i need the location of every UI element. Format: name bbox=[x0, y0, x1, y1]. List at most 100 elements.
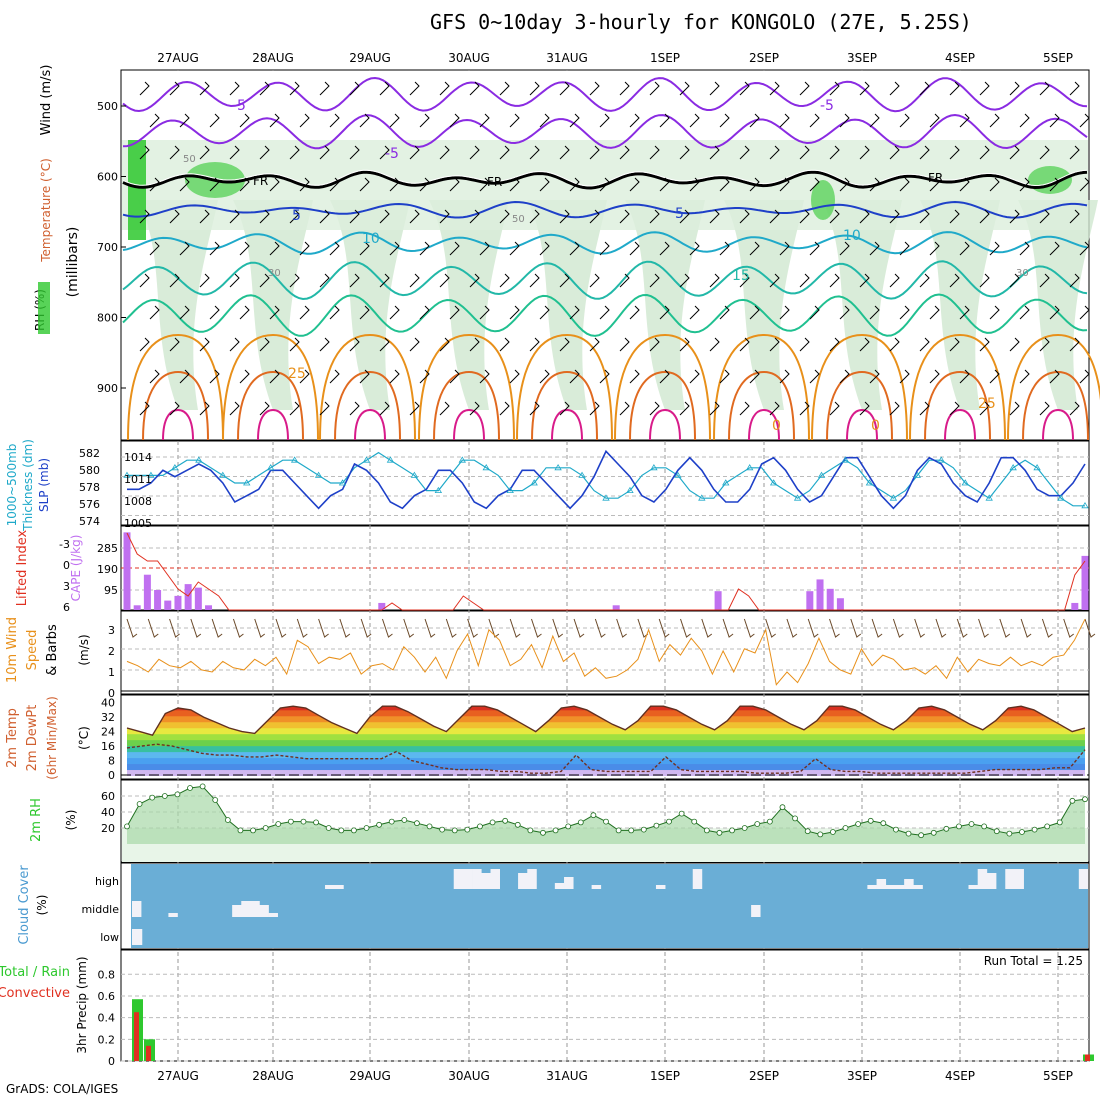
cloud-cell-middle bbox=[751, 905, 761, 917]
wind-barb bbox=[709, 273, 720, 288]
cloud-cell-middle bbox=[250, 901, 260, 917]
wind-barb bbox=[1039, 273, 1050, 288]
wind-barb-10m bbox=[850, 618, 862, 638]
thickness-point bbox=[243, 479, 251, 486]
wind-barb bbox=[269, 177, 280, 192]
wind-barb bbox=[409, 273, 420, 288]
wind-barb bbox=[409, 209, 420, 224]
thickness-point bbox=[889, 494, 898, 501]
wind-barb bbox=[559, 401, 570, 416]
contour-label: 30 bbox=[1016, 268, 1029, 279]
wind-barb bbox=[749, 369, 760, 384]
wind-barb bbox=[299, 113, 310, 128]
date-label-top: 30AUG bbox=[448, 51, 490, 65]
wind-barb bbox=[199, 273, 210, 288]
wind-barb bbox=[719, 177, 730, 192]
wind-barb bbox=[569, 305, 580, 320]
wind-barb bbox=[719, 241, 730, 256]
rh-band bbox=[429, 200, 509, 410]
temp-contour-30 bbox=[826, 370, 893, 441]
wind-panel-frame bbox=[120, 610, 1090, 695]
wind-barb bbox=[859, 209, 870, 224]
rh-point bbox=[514, 821, 521, 828]
thickness-point bbox=[171, 464, 179, 471]
rh-point bbox=[1044, 823, 1051, 830]
thickness-point bbox=[506, 486, 514, 493]
wind-barb bbox=[739, 401, 750, 416]
rh-point bbox=[363, 825, 370, 831]
wind-barb bbox=[629, 305, 640, 320]
wind-barb bbox=[349, 145, 360, 160]
rh-point bbox=[439, 826, 446, 833]
wind-barb bbox=[409, 145, 420, 160]
wind-barb bbox=[409, 401, 420, 416]
wind-barb-10m bbox=[765, 618, 776, 638]
thickness-point bbox=[554, 464, 562, 471]
rh-point bbox=[603, 818, 609, 825]
temp-contour-25 bbox=[127, 333, 224, 441]
wind-barb bbox=[979, 401, 990, 416]
wind-barb bbox=[649, 145, 660, 160]
li-legend-label: Lifted Index bbox=[15, 529, 30, 606]
wind-barb bbox=[529, 145, 540, 160]
wind-unit-label: (m/s) bbox=[77, 634, 91, 665]
wind-barb bbox=[599, 305, 610, 320]
slp-tick-label: 1014 bbox=[124, 451, 152, 464]
cloud-cell-high bbox=[564, 877, 574, 889]
wind-barb-10m bbox=[701, 618, 713, 638]
cloud-cell-high bbox=[527, 869, 537, 889]
rh-point bbox=[867, 817, 874, 824]
contour-label: 30 bbox=[268, 268, 281, 279]
wind-barb bbox=[1009, 401, 1020, 416]
wind-barb bbox=[1079, 369, 1090, 384]
wind-barb bbox=[179, 305, 190, 320]
contour-label: 5 bbox=[292, 208, 301, 224]
wind-barb bbox=[449, 177, 460, 192]
wind-barb bbox=[599, 241, 610, 256]
wind-barb bbox=[919, 145, 930, 160]
wind-barb bbox=[719, 113, 730, 128]
wind-barb-10m bbox=[786, 618, 798, 638]
rh-point bbox=[1019, 829, 1025, 835]
cloud-legend-label: Cloud Cover bbox=[17, 865, 32, 945]
temp-contour-20 bbox=[122, 293, 1088, 337]
cloud-cell-middle bbox=[168, 913, 178, 917]
cloud-cell-high bbox=[876, 879, 887, 889]
grads-credit: GrADS: COLA/IGES bbox=[6, 1082, 119, 1096]
rh-point bbox=[968, 821, 975, 827]
wind-barb-10m bbox=[126, 618, 138, 638]
wind-barb bbox=[479, 177, 490, 192]
thickness-point bbox=[602, 494, 610, 501]
wind-barb bbox=[1039, 401, 1050, 416]
slp-panel-frame bbox=[120, 440, 1090, 526]
wind-barb bbox=[529, 209, 540, 224]
thickness-point bbox=[985, 494, 993, 501]
wind-barb bbox=[709, 145, 720, 160]
rh-point bbox=[1069, 797, 1076, 804]
wind-barb bbox=[689, 241, 700, 256]
wind-barb bbox=[269, 369, 280, 384]
temp-tick-label: 16 bbox=[101, 740, 115, 753]
rh-area bbox=[127, 786, 1085, 844]
cape-bar bbox=[154, 590, 162, 610]
temp-contour-minus5 bbox=[122, 113, 1088, 150]
wind-barb bbox=[989, 113, 1000, 128]
wind-barb bbox=[419, 305, 430, 320]
temp-contour-35 bbox=[1042, 408, 1074, 441]
wind-barb bbox=[139, 337, 150, 352]
wind-barb bbox=[889, 81, 900, 96]
temp-band bbox=[127, 769, 1085, 776]
wind-barb bbox=[769, 273, 780, 288]
wind-barb bbox=[349, 273, 360, 288]
wind-barb bbox=[529, 81, 540, 96]
thickness-point bbox=[1033, 464, 1041, 471]
wind-barb bbox=[539, 177, 550, 192]
wind-barb bbox=[389, 369, 400, 384]
wind-barb bbox=[629, 369, 640, 384]
cape-legend-label: CAPE (J/kg) bbox=[69, 535, 83, 602]
thickness-tick-label: 574 bbox=[79, 515, 100, 528]
wind-barb bbox=[319, 209, 330, 224]
wind-legend-label: & Barbs bbox=[45, 624, 60, 676]
cloud-cell-high bbox=[462, 869, 473, 889]
date-label-top: 5SEP bbox=[1043, 51, 1073, 65]
